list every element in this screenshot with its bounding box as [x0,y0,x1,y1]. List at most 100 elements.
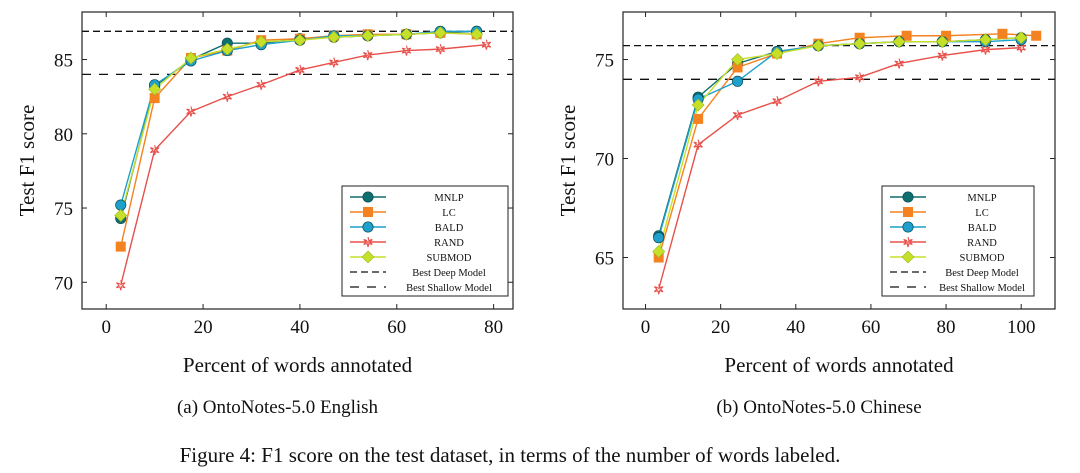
legend: MNLP LC BALD RAND SUBMOD Best Deep Model Best … [341,185,509,297]
legend-label: Best Shallow Model [939,283,1025,294]
data-point-bald [653,232,665,244]
data-point-submod [433,26,447,40]
legend-marker [901,250,915,264]
data-point-submod [327,30,341,44]
subcaption: (a) OntoNotes-5.0 English [177,397,379,418]
data-point-rand [481,39,492,50]
legend-marker [363,207,373,217]
data-point-lc [149,93,160,104]
x-tick-label: 100 [1007,317,1036,338]
x-tick-label: 80 [937,317,956,338]
legend-marker [902,191,914,203]
legend-label: MNLP [967,193,996,204]
legend-box [881,185,1035,297]
legend-marker [902,221,914,233]
legend-label: BALD [435,223,464,234]
y-tick-label: 70 [595,150,614,171]
chart-panel-2: 0 20 40 60 80 100 65 70 75 Percent of words annot… [556,11,1056,418]
series-line-lc [658,33,1037,258]
data-point-rand [149,144,160,156]
data-point-submod [361,29,375,43]
data-point-rand [256,79,266,90]
data-point-lc [1031,30,1042,41]
series-line-rand [658,46,1022,290]
data-point-rand [295,64,305,76]
data-point-submod [979,33,992,47]
x-tick-label: 0 [641,317,651,338]
legend-box [341,185,509,297]
y-tick-label: 65 [595,249,614,270]
legend-label: LC [442,208,455,219]
y-tick-label: 70 [54,273,73,294]
data-point-submod [148,82,162,96]
legend-marker [903,236,913,248]
legend-label: RAND [967,238,997,249]
data-point-rand [116,280,126,291]
x-tick-label: 20 [711,317,730,338]
legend-label: BALD [968,223,997,234]
x-axis-label: Percent of words annotated [183,353,413,377]
data-point-rand [937,50,948,61]
y-axis-label: Test F1 score [15,105,39,217]
legend-marker [363,236,373,248]
data-point-rand [980,44,991,55]
data-point-submod [853,37,867,51]
data-point-lc [115,241,126,252]
x-tick-label: 60 [861,317,880,338]
y-tick-label: 85 [54,51,73,72]
legend-label: MNLP [434,193,463,204]
data-point-submod [892,35,906,49]
data-point-lc [997,28,1008,39]
legend-label: LC [975,208,988,219]
chart-panel-1: 0 20 40 60 80 70 75 80 85 Percent of words annota… [15,11,514,418]
y-tick-label: 80 [54,125,73,146]
legend: MNLP LC BALD RAND SUBMOD Best Deep Model Best … [881,185,1035,297]
data-point-rand [813,76,824,87]
data-point-rand [693,139,703,150]
data-point-submod [400,27,413,41]
data-point-lc [901,30,912,41]
data-point-submod [731,53,744,66]
legend-label: Best Deep Model [945,268,1019,279]
x-tick-label: 0 [101,317,111,338]
x-axis-label: Percent of words annotated [724,353,954,377]
legend-label: SUBMOD [427,253,472,264]
data-point-rand [732,109,743,121]
legend-marker [903,207,913,217]
data-point-rand [329,57,339,68]
plot-frame [81,11,514,310]
data-point-submod [293,33,307,47]
data-point-submod [220,42,234,56]
data-point-submod [1014,31,1028,45]
y-tick-label: 75 [54,199,73,220]
legend-label: SUBMOD [960,253,1005,264]
legend-marker [362,221,374,233]
data-point-rand [222,91,232,102]
series-line-rand [120,43,487,286]
data-point-bald [115,199,127,211]
subcaption: (b) OntoNotes-5.0 Chinese [716,397,921,418]
data-point-rand [1016,42,1026,53]
y-tick-label: 75 [595,51,614,72]
series-line-bald [120,30,477,206]
data-point-submod [470,27,484,41]
data-point-rand [854,72,865,83]
data-point-submod [691,98,705,112]
data-point-rand [653,284,664,295]
data-point-submod [254,35,268,49]
data-point-rand [435,43,446,55]
legend-label: RAND [434,238,464,249]
y-axis-label: Test F1 score [556,105,580,217]
data-point-rand [894,58,904,69]
data-point-rand [401,45,412,56]
legend-label: Best Shallow Model [406,283,492,294]
data-point-lc [693,113,704,124]
data-point-rand [772,95,782,107]
data-point-submod [652,245,666,259]
data-point-submod [184,51,198,65]
data-point-bald [732,75,744,87]
data-point-lc [941,30,952,41]
data-point-rand [363,49,373,61]
x-tick-label: 60 [387,317,406,338]
